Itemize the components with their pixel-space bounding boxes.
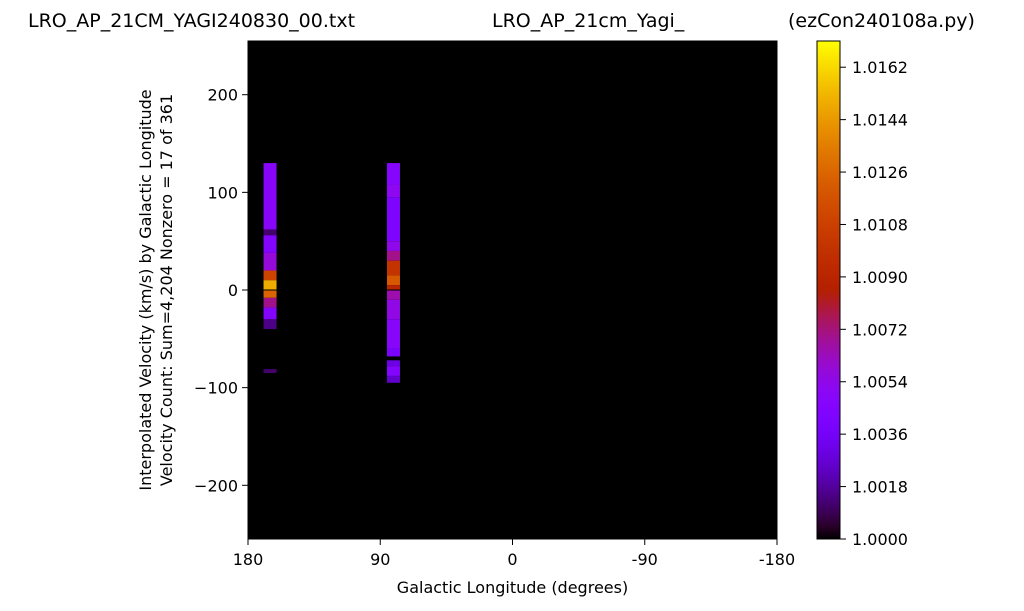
heatmap-cell-0-8 (263, 307, 277, 320)
heatmap-cell-0-1 (263, 229, 277, 236)
chart-title-right: (ezCon240108a.py) (788, 10, 975, 32)
colorbar-tick-label: 1.0018 (852, 478, 908, 497)
heatmap-cell-0-2 (263, 235, 277, 253)
colorbar-tick-label: 1.0054 (852, 373, 908, 392)
chart-title-center: LRO_AP_21cm_Yagi_ (492, 10, 685, 32)
x-tick-label: 90 (370, 550, 390, 569)
colorbar-tick-label: 1.0162 (852, 58, 908, 77)
y-tick-label: −200 (194, 476, 238, 495)
heatmap-cell-1-13 (386, 366, 400, 376)
heatmap-cell-0-6 (263, 290, 277, 298)
x-tick-label: -180 (759, 550, 795, 569)
y-tick-label: −100 (194, 379, 238, 398)
colorbar (816, 40, 841, 540)
heatmap-cell-0-3 (263, 252, 277, 271)
heatmap-cell-1-6 (386, 275, 400, 286)
heatmap-cell-1-7 (386, 285, 400, 290)
heatmap-cell-1-10 (386, 319, 400, 349)
y-tick-label: 0 (228, 281, 238, 300)
heatmap-cell-0-9 (263, 319, 277, 330)
heatmap-cell-1-0 (386, 163, 400, 185)
heatmap-cell-0-4 (263, 270, 277, 281)
colorbar-tick-label: 1.0108 (852, 215, 908, 234)
colorbar-tick-label: 1.0036 (852, 425, 908, 444)
heatmap-cell-1-2 (386, 197, 400, 242)
heatmap-cell-1-11 (386, 348, 400, 357)
x-axis: 180 90 0 -90 -180 (233, 539, 795, 569)
colorbar-tick-label: 1.0072 (852, 320, 908, 339)
colorbar-tick-label: 1.0000 (852, 530, 908, 549)
heatmap-cell-0-0 (263, 163, 277, 230)
colorbar-ticks: 1.0162 1.0144 1.0126 1.0108 1.0090 1.0072 1.00… (840, 58, 908, 549)
heatmap-cell-1-1 (386, 184, 400, 198)
x-tick-label: 0 (507, 550, 517, 569)
heatmap-cell-0-7 (263, 297, 277, 308)
heatmap-cell-1-4 (386, 250, 400, 261)
heatmap-cell-1-8 (386, 290, 400, 300)
y-axis-label-line1: Interpolated Velocity (km/s) by Galactic… (136, 89, 155, 490)
heatmap-cell-0-10 (263, 369, 277, 373)
x-tick-label: 180 (233, 550, 264, 569)
heatmap-cell-1-3 (386, 241, 400, 251)
colorbar-tick-label: 1.0144 (852, 111, 908, 130)
chart-title-left: LRO_AP_21CM_YAGI240830_00.txt (28, 10, 356, 32)
colorbar-tick-label: 1.0090 (852, 268, 908, 287)
x-axis-label: Galactic Longitude (degrees) (397, 578, 628, 597)
x-tick-label: -90 (632, 550, 658, 569)
heatmap-cell-1-12 (386, 360, 400, 367)
y-tick-label: 100 (207, 183, 238, 202)
heatmap-cell-1-9 (386, 299, 400, 320)
y-tick-label: 200 (207, 86, 238, 105)
heatmap-cells (263, 163, 400, 383)
heatmap-cell-1-14 (386, 375, 400, 383)
y-axis: 200 100 0 −100 −200 (194, 86, 248, 495)
y-axis-label-line2: Velocity Count: Sum=4,204 Nonzero = 17 o… (157, 94, 176, 486)
heatmap-cell-1-5 (386, 260, 400, 276)
colorbar-tick-label: 1.0126 (852, 163, 908, 182)
heatmap-cell-0-5 (263, 280, 277, 290)
